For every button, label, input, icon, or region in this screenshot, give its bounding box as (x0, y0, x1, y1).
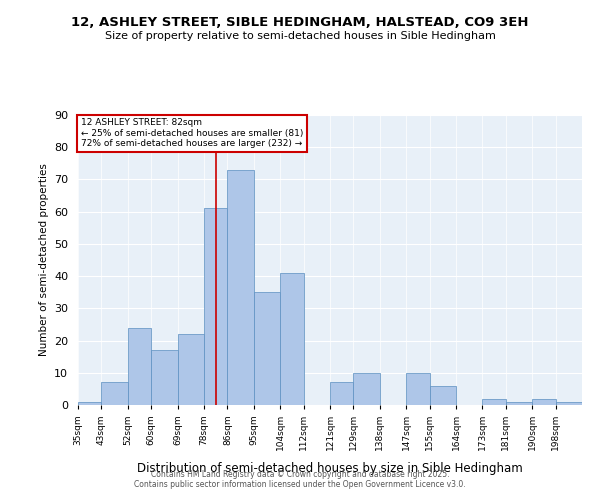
Bar (353, 373, 380, 405)
Text: Size of property relative to semi-detached houses in Sible Hedingham: Size of property relative to semi-detach… (104, 31, 496, 41)
Bar (101, 382, 128, 405)
Y-axis label: Number of semi-detached properties: Number of semi-detached properties (38, 164, 49, 356)
Bar (151, 350, 178, 405)
Bar (330, 382, 353, 405)
Bar (227, 170, 254, 405)
Text: Contains HM Land Registry data © Crown copyright and database right 2025.
Contai: Contains HM Land Registry data © Crown c… (134, 470, 466, 489)
Bar (128, 328, 151, 405)
Bar (430, 386, 456, 405)
Bar (280, 273, 304, 405)
Text: 12, ASHLEY STREET, SIBLE HEDINGHAM, HALSTEAD, CO9 3EH: 12, ASHLEY STREET, SIBLE HEDINGHAM, HALS… (71, 16, 529, 29)
Bar (532, 398, 556, 405)
Bar (78, 402, 101, 405)
Bar (178, 334, 204, 405)
Bar (204, 208, 227, 405)
Bar (482, 398, 506, 405)
Bar (254, 292, 280, 405)
Bar (506, 402, 532, 405)
Text: 12 ASHLEY STREET: 82sqm
← 25% of semi-detached houses are smaller (81)
72% of se: 12 ASHLEY STREET: 82sqm ← 25% of semi-de… (81, 118, 304, 148)
Bar (556, 402, 582, 405)
Bar (406, 373, 430, 405)
X-axis label: Distribution of semi-detached houses by size in Sible Hedingham: Distribution of semi-detached houses by … (137, 462, 523, 474)
